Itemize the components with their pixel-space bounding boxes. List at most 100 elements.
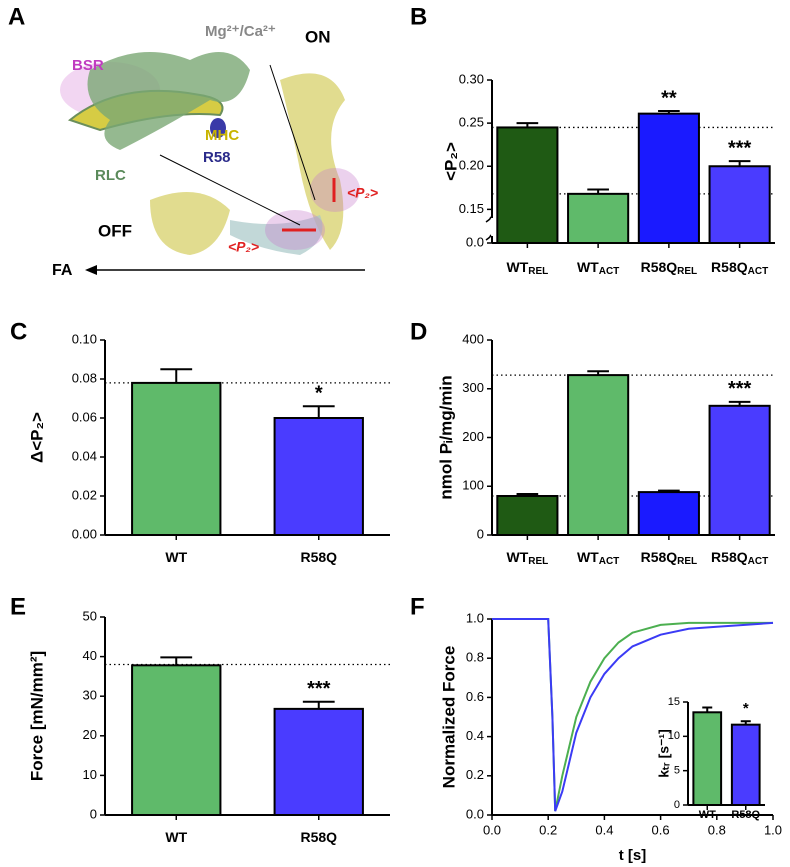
category: R58Q: [300, 829, 337, 845]
fa-arrowhead: [85, 265, 97, 275]
y-tick-label: 0.06: [72, 409, 97, 424]
y-tick-label: 200: [462, 429, 484, 444]
category: WT: [699, 809, 716, 821]
bar: [708, 165, 771, 244]
y-tick-label: 10: [83, 767, 97, 782]
panel-label: C: [10, 318, 27, 345]
label: <P₂>: [347, 185, 378, 201]
label: <P₂>: [228, 239, 259, 255]
panel-label: F: [410, 593, 425, 620]
bar: [273, 417, 364, 536]
y-axis-label: kₜᵣ [s⁻¹]: [656, 729, 672, 778]
label: ON: [305, 27, 331, 46]
y-tick-label: 0.0: [466, 234, 484, 249]
category: R58Q: [711, 549, 748, 565]
on-head: [280, 73, 345, 250]
x-tick-label: WTACT: [577, 549, 619, 567]
bar: [567, 192, 630, 245]
bar: [496, 495, 559, 536]
bar: [637, 112, 700, 244]
bar: [637, 491, 700, 537]
category-subscript: REL: [677, 266, 697, 277]
significance: *: [743, 700, 749, 717]
category-subscript: ACT: [748, 556, 769, 567]
line-series: [492, 618, 774, 812]
category: R58Q: [300, 549, 337, 565]
panel-label: A: [8, 3, 25, 30]
y-tick-label: 0.6: [466, 689, 484, 704]
y-tick-label: 400: [462, 331, 484, 346]
x-tick-label: R58QREL: [641, 549, 698, 567]
y-tick-label: 40: [83, 648, 97, 663]
significance: ***: [307, 678, 331, 700]
y-tick-label: 0.04: [72, 448, 97, 463]
x-axis-label: t [s]: [619, 847, 647, 864]
y-axis: 0 100 200 300 400 nmol Pᵢ/mg/min: [436, 331, 493, 541]
y-axis-label: nmol Pᵢ/mg/min: [436, 375, 455, 499]
x-tick-label: 0.4: [595, 822, 613, 837]
bar: [730, 723, 761, 806]
category: R58Q: [711, 259, 748, 275]
y-tick-label: 100: [462, 478, 484, 493]
label: R58: [203, 149, 231, 166]
x-tick-label: 0.2: [539, 822, 557, 837]
bar: [131, 664, 222, 817]
axis-break: [485, 216, 492, 223]
category: WT: [506, 259, 528, 275]
bar: [496, 126, 559, 244]
y-axis: 0.0 0.2 0.4 0.6 0.8 1.0 Normalized Force: [439, 610, 493, 821]
axis-break: [485, 234, 492, 241]
x-tick-label: R58Q: [300, 549, 337, 565]
category-subscript: REL: [528, 556, 548, 567]
x-tick-label: R58QREL: [641, 259, 698, 277]
off-head: [150, 192, 230, 255]
x-tick-label: 0.8: [708, 822, 726, 837]
category: WT: [165, 549, 187, 565]
y-tick-label: 0.25: [459, 115, 484, 130]
y-tick-label: 0.4: [466, 728, 484, 743]
x-tick-label: WT: [165, 829, 187, 845]
rlc-shape: [87, 52, 250, 150]
y-tick-label: 30: [83, 688, 97, 703]
category: R58Q: [641, 259, 678, 275]
bar: [708, 404, 771, 536]
y-tick-label: 0.02: [72, 487, 97, 502]
y-axis-label: <P₂>: [441, 142, 460, 181]
x-tick-label: WTREL: [506, 549, 548, 567]
label: Mg²⁺/Ca²⁺: [205, 23, 276, 40]
y-axis: 0.0 0.15 0.20 0.25 0.30 <P₂>: [441, 71, 493, 249]
panel-label: B: [410, 3, 427, 30]
category: WT: [506, 549, 528, 565]
y-tick-label: 0.0: [466, 806, 484, 821]
y-tick-label: 1.0: [466, 610, 484, 625]
y-tick-label: 0: [90, 806, 97, 821]
x-tick-label: R58QACT: [711, 549, 768, 567]
y-tick-label: 0.10: [72, 331, 97, 346]
y-tick-label: 0: [477, 526, 484, 541]
x-tick-label: WTREL: [506, 259, 548, 277]
pointer: [159, 154, 301, 226]
x-tick-label: WT: [165, 549, 187, 565]
y-tick-label: 10: [668, 730, 680, 742]
x-tick-label: R58Q: [731, 809, 760, 821]
x-tick-label: R58Q: [300, 829, 337, 845]
label: FA: [52, 262, 73, 279]
bar: [273, 707, 364, 817]
panel-label: E: [10, 593, 26, 620]
x-tick-label: WTACT: [577, 259, 619, 277]
r58-site: [210, 118, 226, 138]
y-axis: 0 5 10 15 kₜᵣ [s⁻¹]: [656, 696, 689, 811]
y-tick-label: 50: [83, 608, 97, 623]
y-tick-label: 300: [462, 380, 484, 395]
label: BSR: [72, 57, 104, 74]
category: WT: [577, 549, 599, 565]
y-tick-label: 0: [674, 799, 680, 811]
category: R58Q: [641, 549, 678, 565]
category: WT: [577, 259, 599, 275]
category: WT: [165, 829, 187, 845]
y-tick-label: 20: [83, 727, 97, 742]
bar: [567, 374, 630, 536]
y-tick-label: 0.20: [459, 158, 484, 173]
pointer: [269, 64, 316, 201]
x-tick-label: 1.0: [764, 822, 782, 837]
